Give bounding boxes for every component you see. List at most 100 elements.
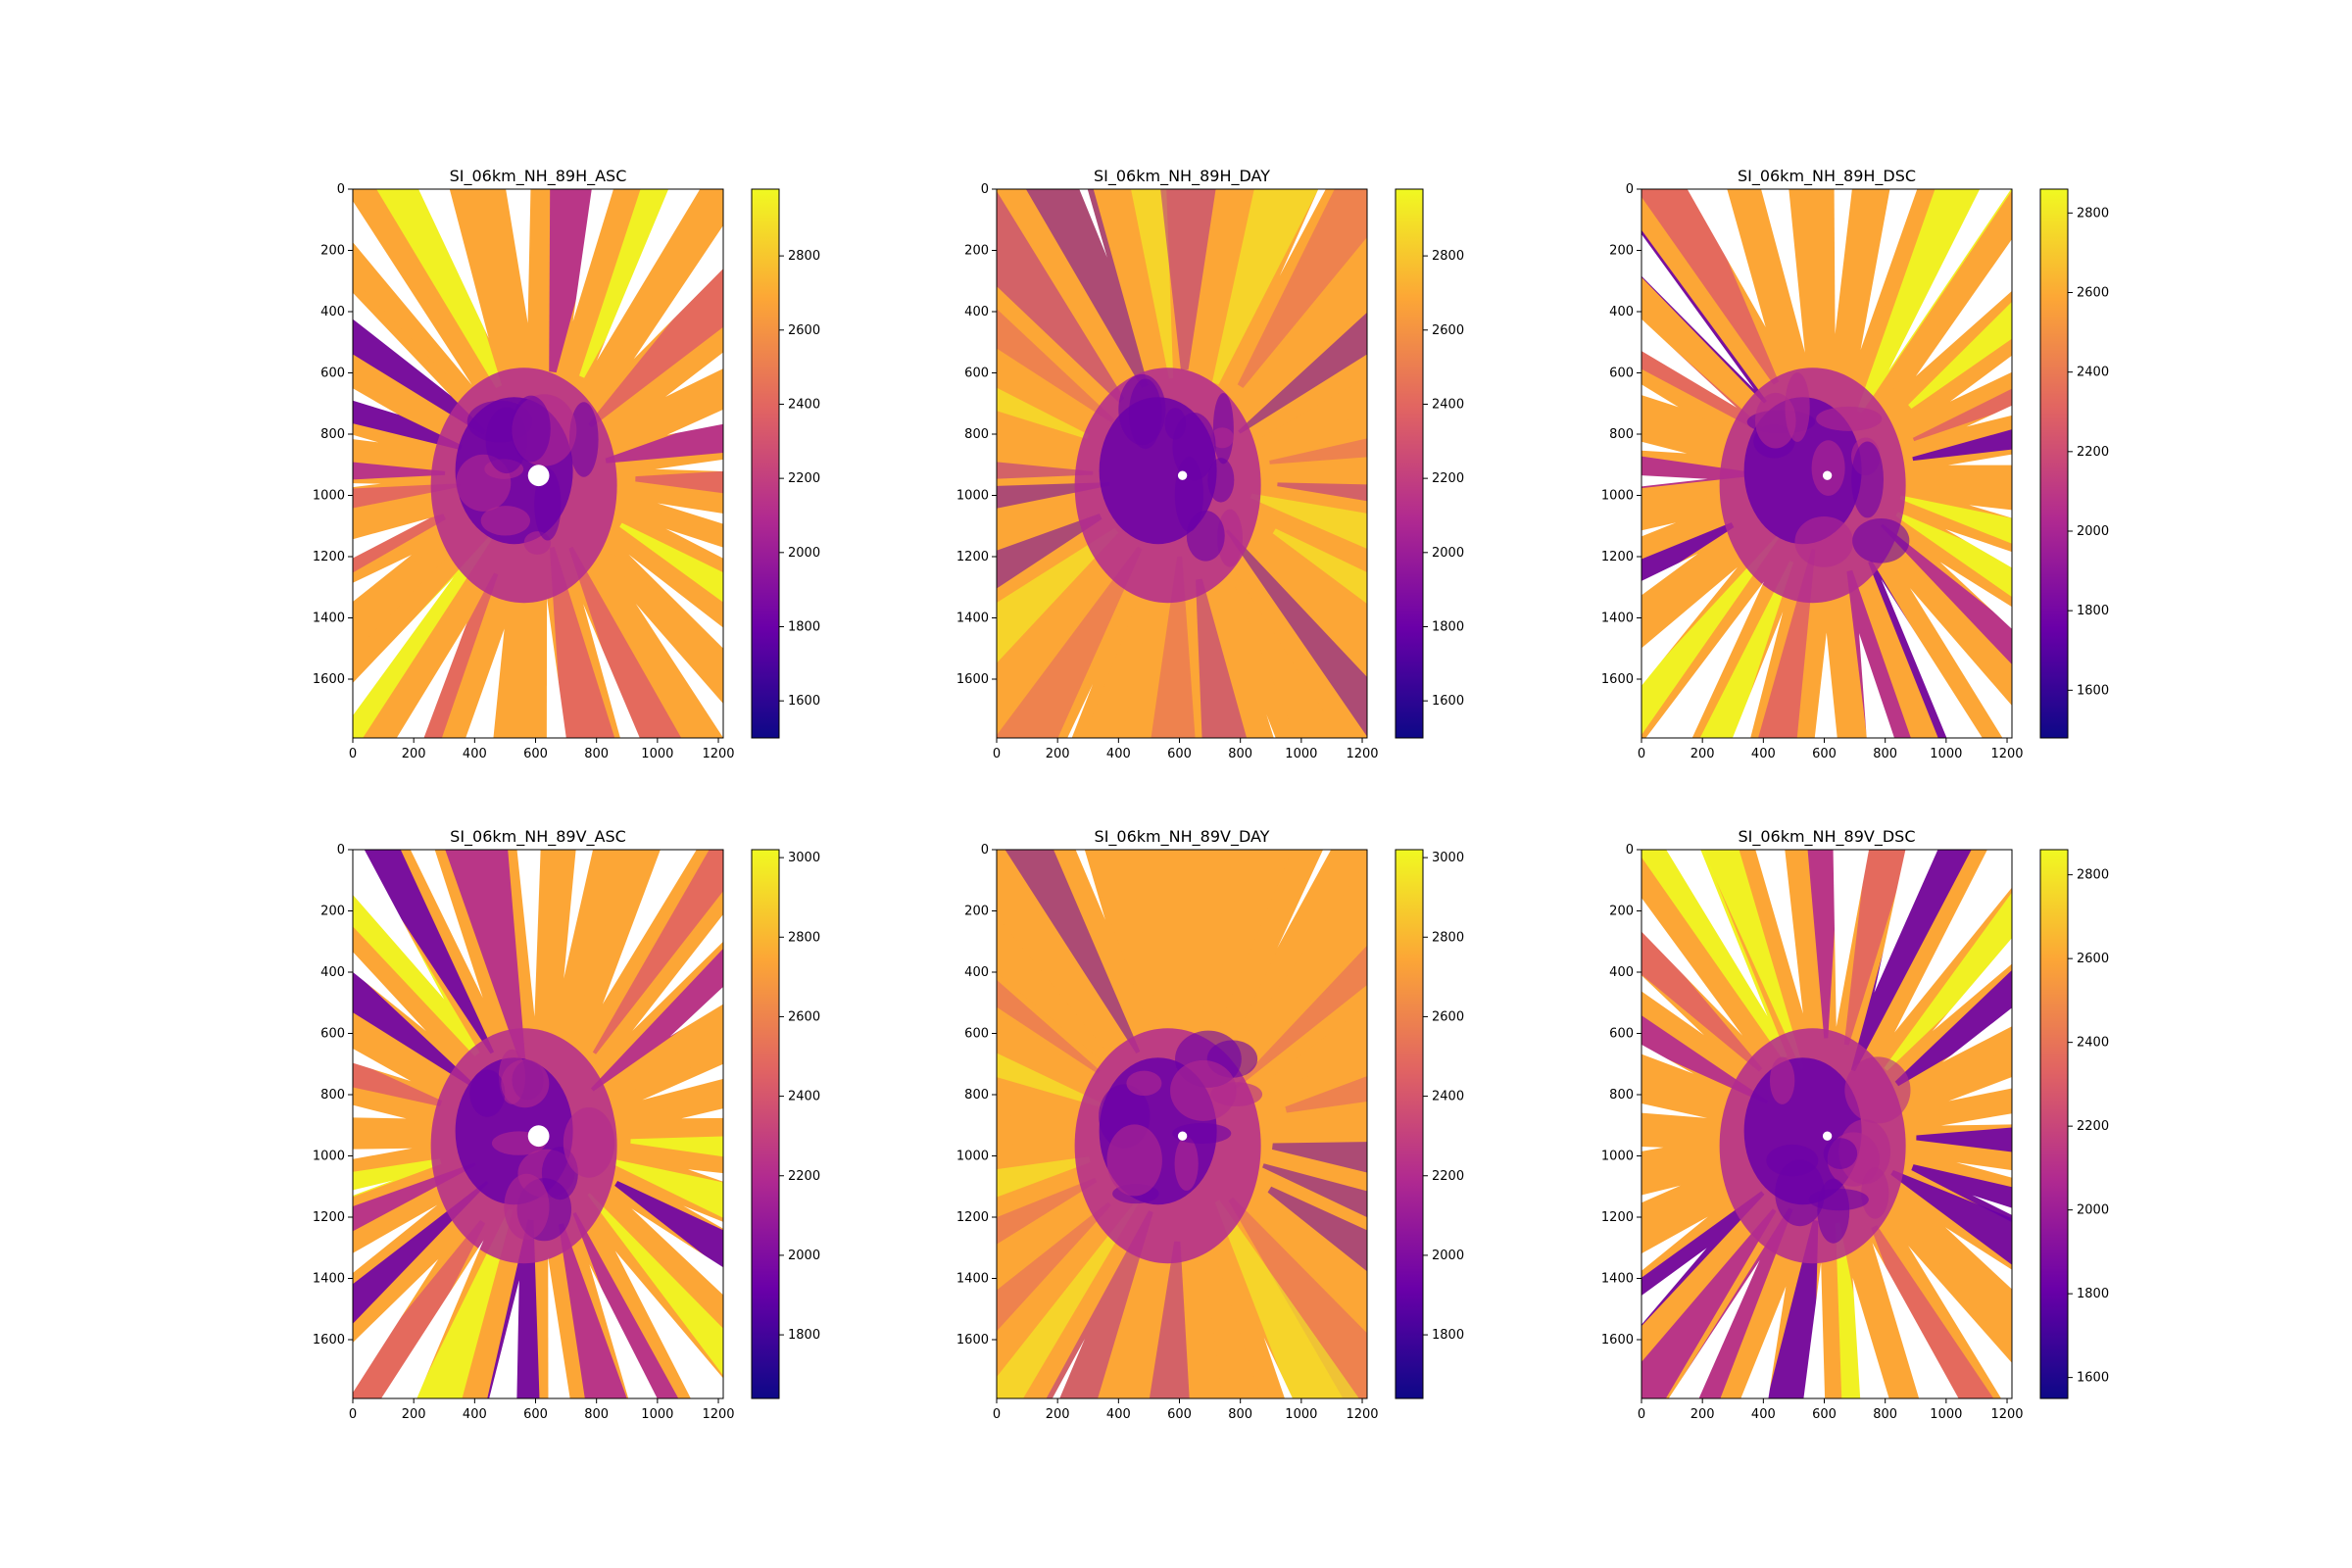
colorbar-tick-label: 1800: [2077, 1287, 2109, 1301]
axes-frame: [352, 188, 724, 739]
colorbar: [1396, 189, 1423, 738]
y-tick-label: 1000: [956, 1150, 989, 1164]
x-tick-label: 1000: [641, 747, 673, 761]
y-tick-label: 400: [964, 965, 989, 980]
pole-hole: [1177, 1131, 1188, 1141]
x-tick-label: 1000: [1930, 1407, 1962, 1422]
x-tick-label: 400: [1751, 1407, 1776, 1422]
x-tick-label: 1200: [1346, 747, 1378, 761]
colorbar-tick-label: 2600: [2077, 286, 2109, 301]
x-tick-label: 800: [584, 747, 609, 761]
y-tick-label: 1400: [956, 612, 989, 626]
colorbar-tick-label: 1600: [2077, 1371, 2109, 1386]
x-tick-label: 1200: [702, 747, 734, 761]
y-tick-label: 1200: [1601, 550, 1634, 564]
axes-frame: [352, 849, 724, 1399]
colorbar-tick-label: 2000: [1432, 1249, 1464, 1263]
y-tick-label: 600: [964, 1027, 989, 1042]
colorbar-tick-label: 2800: [788, 249, 820, 264]
colorbar: [752, 189, 779, 738]
x-tick-label: 800: [1873, 747, 1897, 761]
colorbar-tick-label: 2800: [788, 930, 820, 945]
colorbar: [2040, 850, 2068, 1398]
y-tick-label: 600: [1609, 367, 1634, 381]
x-tick-label: 200: [402, 1407, 426, 1422]
y-tick-label: 800: [964, 427, 989, 442]
pole-hole: [1177, 470, 1188, 480]
y-tick-label: 1600: [956, 672, 989, 687]
y-tick-label: 800: [1609, 1088, 1634, 1102]
y-tick-label: 200: [320, 905, 345, 919]
x-tick-label: 400: [1106, 747, 1131, 761]
plot-title: SI_06km_NH_89V_DAY: [1095, 827, 1270, 847]
x-tick-label: 1000: [1285, 747, 1317, 761]
colorbar-tick-label: 2400: [2077, 1036, 2109, 1051]
colorbar-tick-label: 2000: [788, 546, 820, 561]
y-tick-label: 200: [964, 905, 989, 919]
x-tick-label: 0: [1638, 747, 1645, 761]
colorbar-frame: [2039, 849, 2069, 1399]
heatmap-image: [353, 189, 723, 738]
subplot-3: SI_06km_NH_89H_DSC 0 200 400 600 800 1000 1200 0…: [1601, 167, 2109, 761]
y-tick-label: 1000: [1601, 1150, 1634, 1164]
colorbar-tick-label: 2400: [788, 397, 820, 412]
x-tick-label: 200: [1690, 1407, 1715, 1422]
y-tick-label: 1200: [956, 550, 989, 564]
colorbar-tick-label: 1600: [1432, 694, 1464, 709]
heatmap-image: [997, 850, 1367, 1398]
colorbar-tick-label: 2200: [788, 471, 820, 486]
pole-hole: [527, 465, 550, 487]
y-tick-label: 1400: [313, 612, 345, 626]
y-tick-label: 1600: [1601, 1333, 1634, 1348]
y-tick-label: 800: [320, 427, 345, 442]
colorbar-frame: [1395, 849, 1424, 1399]
colorbar-tick-label: 2200: [2077, 445, 2109, 460]
colorbar-tick-label: 2600: [1432, 1009, 1464, 1024]
y-tick-label: 200: [1609, 244, 1634, 259]
x-tick-label: 400: [463, 1407, 487, 1422]
x-tick-label: 800: [584, 1407, 609, 1422]
y-tick-label: 0: [981, 843, 989, 858]
plot-title: SI_06km_NH_89H_ASC: [450, 167, 627, 186]
colorbar-tick-label: 2400: [788, 1090, 820, 1104]
y-tick-label: 1000: [1601, 489, 1634, 504]
colorbar-tick-label: 1600: [788, 694, 820, 709]
pole-hole: [1822, 1131, 1833, 1141]
x-tick-label: 200: [1690, 747, 1715, 761]
x-tick-label: 1200: [1990, 747, 2023, 761]
y-tick-label: 600: [320, 1027, 345, 1042]
x-tick-label: 600: [1812, 747, 1837, 761]
axes-frame: [996, 849, 1368, 1399]
y-tick-label: 1200: [956, 1210, 989, 1225]
x-tick-label: 1200: [1990, 1407, 2023, 1422]
y-tick-label: 0: [981, 182, 989, 197]
colorbar-frame: [1395, 188, 1424, 739]
y-tick-label: 0: [337, 843, 345, 858]
colorbar-tick-label: 3000: [788, 851, 820, 865]
x-tick-label: 200: [1046, 1407, 1070, 1422]
plot-title: SI_06km_NH_89H_DSC: [1738, 167, 1916, 186]
y-tick-label: 400: [1609, 305, 1634, 319]
y-tick-label: 200: [964, 244, 989, 259]
y-tick-label: 1400: [313, 1272, 345, 1287]
colorbar-tick-label: 2400: [2077, 366, 2109, 380]
x-tick-label: 800: [1873, 1407, 1897, 1422]
x-tick-label: 600: [523, 1407, 548, 1422]
colorbar-tick-label: 2600: [1432, 323, 1464, 338]
plot-title: SI_06km_NH_89H_DAY: [1094, 167, 1270, 186]
x-tick-label: 600: [1812, 1407, 1837, 1422]
colorbar-tick-label: 1800: [788, 1328, 820, 1343]
colorbar-tick-label: 2200: [788, 1169, 820, 1184]
colorbar: [1396, 850, 1423, 1398]
x-tick-label: 200: [1046, 747, 1070, 761]
y-tick-label: 200: [1609, 905, 1634, 919]
y-tick-label: 1600: [1601, 672, 1634, 687]
pole-hole: [1822, 470, 1833, 480]
x-tick-label: 1000: [641, 1407, 673, 1422]
subplot-5: SI_06km_NH_89V_DAY 0 200 400 600 800 1000 1200 0…: [956, 827, 1464, 1422]
y-tick-label: 1600: [956, 1333, 989, 1348]
y-tick-label: 600: [320, 367, 345, 381]
colorbar-tick-label: 3000: [1432, 851, 1464, 865]
colorbar-tick-label: 2000: [1432, 546, 1464, 561]
